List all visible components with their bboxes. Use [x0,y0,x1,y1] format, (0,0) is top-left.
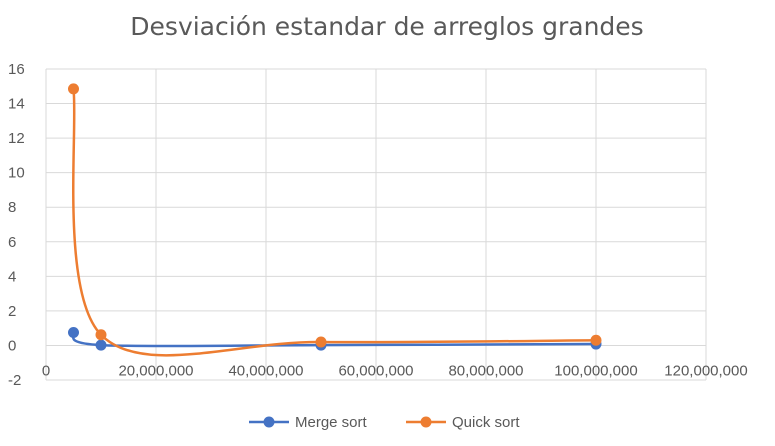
merge-sort-point [68,326,79,338]
x-axis-ticks: 0 20,000,000 40,000,000 60,000,000 80,000,00… [42,362,748,379]
x-tick-label: 80,000,000 [448,362,523,379]
series-points [68,83,602,351]
y-tick-label: 16 [8,61,25,78]
quick-sort-legend-marker [420,416,432,428]
series-lines [72,87,598,357]
quick-sort-point [95,329,107,341]
x-tick-label: 0 [42,362,50,379]
y-axis-ticks: -2 0 2 4 6 8 10 12 14 16 [8,61,25,389]
grid [45,68,707,381]
y-tick-label: 12 [8,130,25,147]
x-tick-label: 60,000,000 [338,362,413,379]
y-tick-label: 8 [8,199,16,216]
x-tick-label: 120,000,000 [664,362,747,379]
y-tick-label: -2 [8,372,21,389]
x-tick-label: 100,000,000 [554,362,637,379]
y-tick-label: 6 [8,234,16,251]
quick-sort-point [590,334,602,346]
quick-sort-legend-label: Quick sort [452,414,520,431]
chart-title: Desviación estandar de arreglos grandes [130,12,643,41]
merge-sort-legend-label: Merge sort [295,414,368,431]
y-tick-label: 0 [8,337,16,354]
y-tick-label: 14 [8,96,25,113]
x-tick-label: 20,000,000 [118,362,193,379]
quick-sort-point [68,83,79,95]
x-tick-label: 40,000,000 [228,362,303,379]
y-tick-label: 4 [8,268,16,285]
legend: Merge sort Quick sort [249,414,520,431]
y-tick-label: 10 [8,165,25,182]
quick-sort-point [315,336,327,348]
merge-sort-point [95,339,107,351]
merge-sort-line [72,331,598,348]
quick-sort-line [72,87,598,357]
y-tick-label: 2 [8,303,16,320]
merge-sort-legend-marker [263,416,275,428]
